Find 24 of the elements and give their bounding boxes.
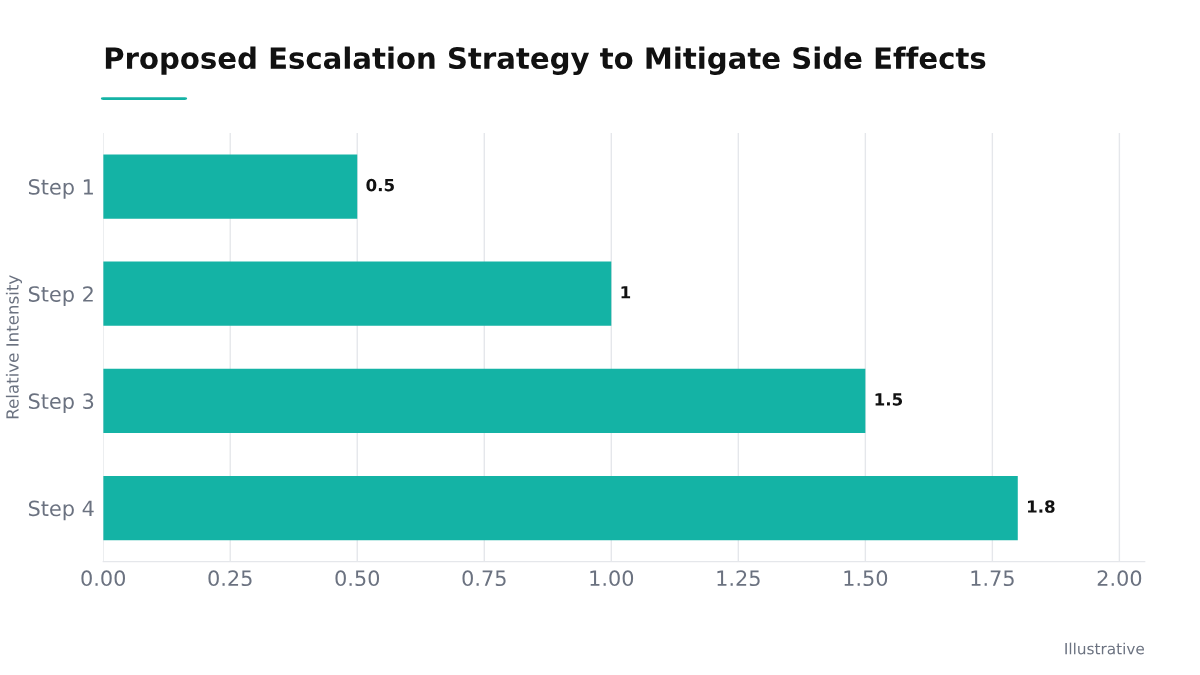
x-tick-label: 1.75: [971, 570, 1014, 587]
y-tick-label: Step 3: [28, 393, 94, 414]
data-label: 0.5: [366, 178, 394, 192]
data-label: 1.8: [1027, 500, 1055, 513]
x-tick-label: 0.50: [335, 570, 380, 587]
x-tick-label: 1.50: [844, 570, 888, 587]
y-tick-label: Step 1: [28, 179, 93, 199]
x-tick-label: 1.00: [590, 570, 634, 587]
bar: [103, 475, 1018, 541]
x-tick-label: 0.00: [81, 570, 126, 587]
data-label: 1.5: [875, 393, 903, 406]
x-tick-label: 0.25: [208, 570, 252, 587]
bar: [103, 261, 612, 326]
x-tick-label: 2.00: [1097, 570, 1142, 587]
bar: [103, 154, 358, 219]
y-tick-label: Step 2: [28, 286, 93, 306]
bar: [103, 368, 866, 434]
y-tick-label: Step 4: [28, 500, 94, 521]
x-tick-label: 1.25: [717, 570, 760, 587]
data-label: 1: [621, 286, 631, 299]
x-tick-label: 0.75: [462, 570, 506, 587]
chart-title: Proposed Escalation Strategy to Mitigate Side Effects: [105, 46, 986, 75]
text: Illustrative: [1065, 642, 1144, 655]
y-axis-title: Relative Intensity: [5, 275, 22, 419]
